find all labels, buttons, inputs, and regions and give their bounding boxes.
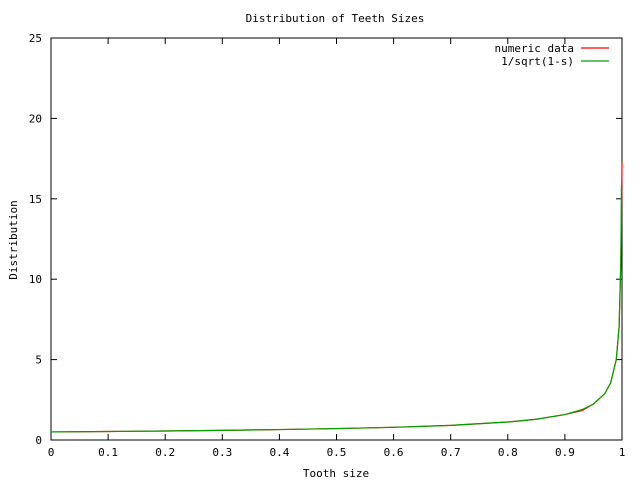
x-tick-label: 0.8 bbox=[498, 446, 518, 459]
y-tick-label: 20 bbox=[29, 112, 42, 125]
x-tick-label: 0.6 bbox=[384, 446, 404, 459]
plot-frame bbox=[50, 37, 623, 441]
x-tick-label: 0.4 bbox=[269, 446, 289, 459]
series-line-1 bbox=[50, 161, 623, 433]
x-tick-label: 0.9 bbox=[555, 446, 575, 459]
y-tick-label: 25 bbox=[29, 32, 42, 45]
y-tick-label: 10 bbox=[29, 273, 42, 286]
legend-label-2: 1/sqrt(1-s) bbox=[501, 55, 574, 68]
x-tick-label: 0.1 bbox=[98, 446, 118, 459]
y-tick-label: 5 bbox=[35, 354, 42, 367]
x-tick-label: 0.2 bbox=[155, 446, 175, 459]
y-tick-label: 0 bbox=[35, 434, 42, 447]
x-tick-label: 0 bbox=[48, 446, 55, 459]
chart-title: Distribution of Teeth Sizes bbox=[246, 12, 425, 25]
x-tick-label: 0.3 bbox=[212, 446, 232, 459]
y-tick-label: 15 bbox=[29, 193, 42, 206]
y-axis-label: Distribution bbox=[7, 200, 20, 279]
legend-label-1: numeric data bbox=[495, 42, 574, 55]
x-axis-label: Tooth size bbox=[303, 467, 369, 480]
x-tick-label: 0.5 bbox=[327, 446, 347, 459]
series-line-2 bbox=[50, 185, 623, 433]
x-tick-label: 0.7 bbox=[441, 446, 461, 459]
x-tick-label: 1 bbox=[619, 446, 626, 459]
